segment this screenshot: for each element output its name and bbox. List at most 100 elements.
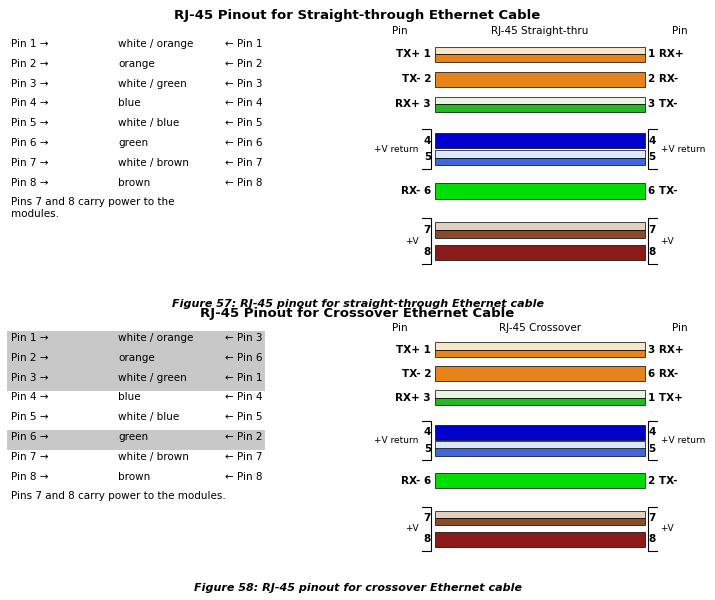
Text: Pin: Pin — [672, 323, 688, 333]
Text: Pin 5 →: Pin 5 → — [11, 118, 48, 128]
Text: Pin 1 →: Pin 1 → — [11, 39, 48, 49]
Text: Pin: Pin — [392, 26, 408, 37]
Text: ← Pin 7: ← Pin 7 — [225, 158, 262, 168]
Text: 5: 5 — [424, 443, 431, 454]
Text: 7: 7 — [424, 225, 431, 235]
Text: Pin 8 →: Pin 8 → — [11, 472, 48, 482]
Text: Pin 3 →: Pin 3 → — [11, 79, 48, 89]
Bar — [435, 441, 645, 449]
Bar — [435, 350, 645, 357]
Bar — [435, 245, 645, 260]
Text: RX- 6: RX- 6 — [401, 186, 431, 196]
Text: white / green: white / green — [118, 373, 187, 383]
Text: Pin 6 →: Pin 6 → — [11, 138, 48, 148]
Text: 7: 7 — [424, 513, 431, 523]
Bar — [435, 97, 645, 104]
Text: 5: 5 — [649, 443, 656, 454]
Bar — [435, 133, 645, 148]
Text: TX+ 1: TX+ 1 — [396, 49, 431, 59]
Text: green: green — [118, 138, 148, 148]
Text: ← Pin 7: ← Pin 7 — [225, 452, 262, 462]
Text: 5: 5 — [424, 152, 431, 163]
Bar — [435, 391, 645, 398]
Text: +V: +V — [405, 236, 419, 246]
Text: Pin: Pin — [392, 323, 408, 333]
Text: 1 RX+: 1 RX+ — [649, 49, 684, 59]
Text: Pins 7 and 8 carry power to the
modules.: Pins 7 and 8 carry power to the modules. — [11, 197, 174, 219]
Text: ← Pin 1: ← Pin 1 — [225, 373, 262, 383]
Text: white / green: white / green — [118, 79, 187, 89]
Bar — [435, 157, 645, 165]
Text: 8: 8 — [424, 247, 431, 257]
Bar — [435, 398, 645, 405]
Text: 8: 8 — [649, 534, 656, 544]
Bar — [435, 223, 645, 230]
Text: RJ-45 Pinout for Straight-through Ethernet Cable: RJ-45 Pinout for Straight-through Ethern… — [174, 9, 541, 22]
Text: Pin 2 →: Pin 2 → — [11, 59, 48, 69]
Text: 4: 4 — [424, 427, 431, 437]
Text: Pin 7 →: Pin 7 → — [11, 158, 48, 168]
Text: 4: 4 — [649, 427, 656, 437]
Text: ← Pin 6: ← Pin 6 — [225, 138, 262, 148]
Text: Figure 58: RJ-45 pinout for crossover Ethernet cable: Figure 58: RJ-45 pinout for crossover Et… — [194, 583, 521, 593]
Text: blue: blue — [118, 392, 141, 403]
Text: Pin 2 →: Pin 2 → — [11, 353, 48, 363]
Text: 3 RX+: 3 RX+ — [649, 345, 684, 355]
Text: 6 RX-: 6 RX- — [649, 369, 679, 379]
Text: ← Pin 5: ← Pin 5 — [225, 118, 262, 128]
Text: TX+ 1: TX+ 1 — [396, 345, 431, 355]
Bar — [435, 425, 645, 440]
Text: 2 TX-: 2 TX- — [649, 476, 678, 485]
Text: white / orange: white / orange — [118, 333, 193, 343]
Text: 2 RX-: 2 RX- — [649, 74, 679, 85]
Text: +V return: +V return — [375, 145, 419, 154]
Text: brown: brown — [118, 472, 150, 482]
Text: Pin 5 →: Pin 5 → — [11, 412, 48, 422]
Text: +V: +V — [661, 236, 674, 246]
Text: Pins 7 and 8 carry power to the modules.: Pins 7 and 8 carry power to the modules. — [11, 491, 225, 502]
Text: Pin: Pin — [672, 26, 688, 37]
Bar — [435, 47, 645, 54]
Text: orange: orange — [118, 353, 154, 363]
Text: ← Pin 2: ← Pin 2 — [225, 59, 262, 69]
Bar — [435, 230, 645, 238]
Text: 1 TX+: 1 TX+ — [649, 393, 683, 403]
Text: ← Pin 5: ← Pin 5 — [225, 412, 262, 422]
Text: +V: +V — [661, 524, 674, 533]
Text: brown: brown — [118, 178, 150, 188]
Text: TX- 2: TX- 2 — [402, 74, 431, 85]
Bar — [435, 473, 645, 488]
Text: 4: 4 — [649, 136, 656, 146]
Text: ← Pin 8: ← Pin 8 — [225, 472, 262, 482]
Text: Pin 6 →: Pin 6 → — [11, 432, 48, 442]
Text: RJ-45 Crossover: RJ-45 Crossover — [498, 323, 581, 333]
Text: green: green — [118, 432, 148, 442]
Bar — [435, 104, 645, 112]
Text: white / brown: white / brown — [118, 452, 189, 462]
Bar — [435, 532, 645, 547]
Text: +V return: +V return — [661, 436, 705, 445]
Bar — [435, 343, 645, 350]
Text: ← Pin 2: ← Pin 2 — [225, 432, 262, 442]
Text: ← Pin 3: ← Pin 3 — [225, 79, 262, 89]
Bar — [435, 54, 645, 62]
Text: ← Pin 4: ← Pin 4 — [225, 392, 262, 403]
Bar — [435, 184, 645, 199]
Text: Pin 1 →: Pin 1 → — [11, 333, 48, 343]
Bar — [435, 518, 645, 525]
Text: +V return: +V return — [661, 145, 705, 154]
Text: RX- 6: RX- 6 — [401, 476, 431, 485]
Text: 3 TX-: 3 TX- — [649, 100, 678, 109]
Bar — [435, 72, 645, 87]
Text: RJ-45 Pinout for Crossover Ethernet Cable: RJ-45 Pinout for Crossover Ethernet Cabl… — [200, 307, 515, 320]
Text: Pin 3 →: Pin 3 → — [11, 373, 48, 383]
Bar — [435, 449, 645, 456]
Text: blue: blue — [118, 98, 141, 109]
Text: Pin 4 →: Pin 4 → — [11, 98, 48, 109]
Text: ← Pin 1: ← Pin 1 — [225, 39, 262, 49]
Text: 5: 5 — [649, 152, 656, 163]
Text: RJ-45 Straight-thru: RJ-45 Straight-thru — [491, 26, 588, 37]
Bar — [435, 150, 645, 157]
Text: 8: 8 — [649, 247, 656, 257]
Text: white / brown: white / brown — [118, 158, 189, 168]
